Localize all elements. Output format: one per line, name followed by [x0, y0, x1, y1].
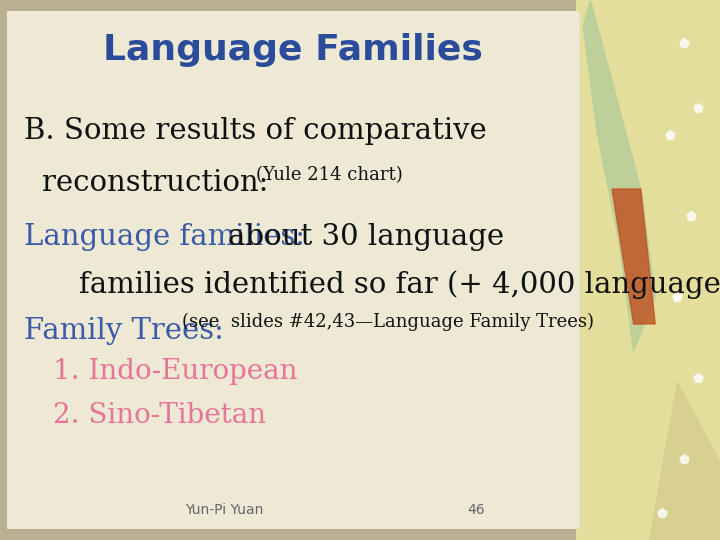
- Text: about 30 language: about 30 language: [228, 224, 504, 251]
- Polygon shape: [583, 0, 655, 351]
- Text: B. Some results of comparative: B. Some results of comparative: [24, 117, 487, 145]
- Text: Yun-Pi Yuan: Yun-Pi Yuan: [186, 503, 264, 516]
- Text: Language Families: Language Families: [104, 33, 483, 66]
- Text: reconstruction:: reconstruction:: [42, 169, 277, 197]
- Polygon shape: [612, 189, 655, 324]
- Polygon shape: [576, 0, 720, 540]
- Text: 1. Indo-European: 1. Indo-European: [53, 358, 297, 385]
- Text: 2. Sino-Tibetan: 2. Sino-Tibetan: [53, 402, 266, 429]
- Text: families identified so far (+ 4,000 languages): families identified so far (+ 4,000 lang…: [42, 270, 720, 299]
- Text: (Yule 214 chart): (Yule 214 chart): [256, 166, 403, 184]
- Text: 46: 46: [468, 503, 485, 516]
- Text: Language families:: Language families:: [24, 224, 315, 251]
- Text: Family Trees:: Family Trees:: [24, 316, 233, 345]
- FancyBboxPatch shape: [6, 9, 581, 531]
- Text: (see  slides #42,43—Language Family Trees): (see slides #42,43—Language Family Trees…: [181, 313, 594, 331]
